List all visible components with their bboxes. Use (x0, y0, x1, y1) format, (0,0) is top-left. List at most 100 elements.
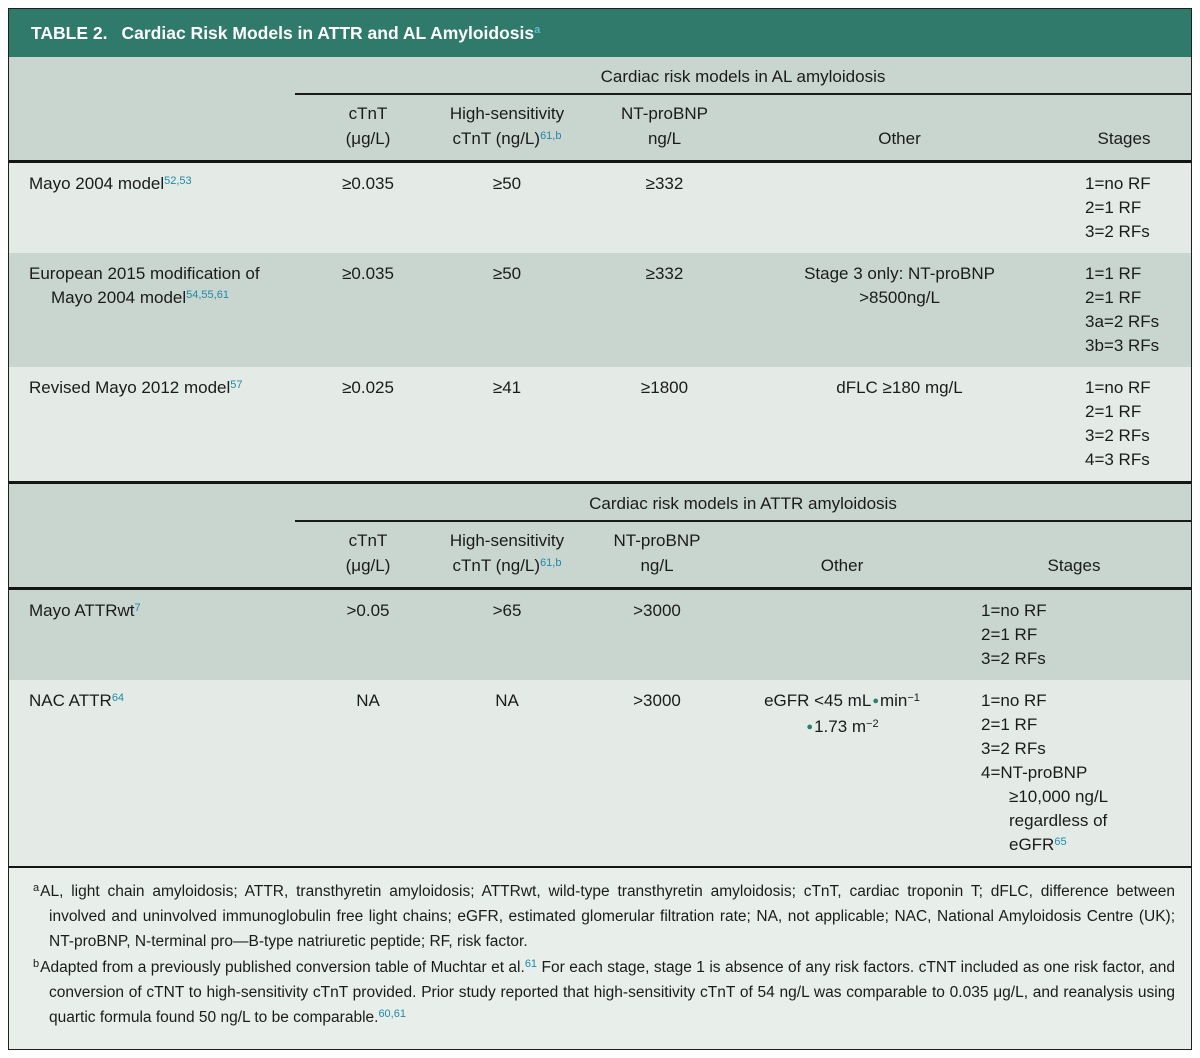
heavy-rule (9, 481, 1191, 484)
table-title: Cardiac Risk Models in ATTR and AL Amylo… (121, 23, 535, 43)
reference-superscript: 57 (230, 379, 243, 391)
ctnt-cell: NA (356, 691, 380, 710)
hs-ctnt-cell: >65 (492, 601, 522, 620)
ctnt-cell: ≥0.035 (342, 264, 394, 283)
heavy-rule (9, 866, 1191, 868)
stage-line: 2=1 RF (981, 625, 1038, 644)
hs-ctnt-cell: NA (495, 691, 519, 710)
reference-superscript: 61,b (540, 557, 562, 569)
col-header-stages: Stages (1047, 556, 1101, 575)
section-al: Cardiac risk models in AL amyloidosis cT… (9, 57, 1191, 481)
section-attr: Cardiac risk models in ATTR amyloidosis … (9, 484, 1191, 866)
table-number: TABLE 2. (31, 23, 108, 43)
stage-line: ≥10,000 ng/L (1009, 787, 1109, 806)
caption-spacer (9, 494, 295, 522)
col-header-ntprobnp: NT-proBNP ng/L (613, 531, 701, 575)
dot-operator-icon: ● (872, 695, 879, 707)
exponent: −1 (907, 692, 920, 704)
stage-line: regardless of (1009, 811, 1108, 830)
table-row-nac-attr: NAC ATTR64 NA NA >3000 eGFR <45 mL●min−1… (9, 680, 1191, 866)
ntprobnp-cell: ≥332 (645, 174, 684, 193)
reference-superscript: 61 (524, 958, 538, 970)
reference-superscript: 7 (134, 602, 141, 614)
other-cell: dFLC ≥180 mg/L (836, 378, 963, 397)
stage-line: 2=1 RF (981, 715, 1038, 734)
stage-line: 3=2 RFs (1085, 426, 1150, 445)
stages-cell: 1=no RF 2=1 RF 3=2 RFs 4=NT-proBNP ≥10,0… (957, 689, 1191, 857)
other-cell (742, 172, 1057, 244)
caption-spacer (9, 67, 295, 95)
hs-ctnt-cell: ≥41 (492, 378, 522, 397)
col-header-other: Other (878, 129, 921, 148)
stage-line: 3=2 RFs (981, 739, 1046, 758)
reference-superscript: 54,55,61 (186, 289, 229, 301)
table-row-mayo-attrwt: Mayo ATTRwt7 >0.05 >65 >3000 1=no RF 2=1… (9, 590, 1191, 680)
ntprobnp-cell: >3000 (633, 691, 681, 710)
stage-line: 3a=2 RFs (1085, 312, 1160, 331)
stages-cell: 1=no RF 2=1 RF 3=2 RFs 4=3 RFs (1057, 376, 1191, 472)
table-title-bar: TABLE 2. Cardiac Risk Models in ATTR and … (9, 9, 1191, 57)
col-header-stages: Stages (1097, 129, 1151, 148)
heavy-rule (9, 587, 1191, 590)
reference-superscript: 61,b (540, 130, 562, 142)
col-header-ntprobnp: NT-proBNP ng/L (621, 104, 708, 148)
col-header-hs-ctnt: High-sensitivity cTnT (ng/L)61,b (449, 531, 565, 575)
table-row-mayo-2004: Mayo 2004 model52,53 ≥0.035 ≥50 ≥332 1=n… (9, 163, 1191, 253)
col-header-ctnt: cTnT (μg/L) (345, 531, 391, 575)
dot-operator-icon: ● (806, 721, 814, 733)
section-caption-al: Cardiac risk models in AL amyloidosis (295, 67, 1191, 95)
reference-superscript: 64 (111, 692, 125, 704)
stage-line: 2=1 RF (1085, 402, 1142, 421)
other-cell: Stage 3 only: NT-proBNP >8500ng/L (804, 264, 995, 307)
stage-line: 1=no RF (981, 691, 1047, 710)
column-header-row-al: cTnT (μg/L) High-sensitivity cTnT (ng/L)… (9, 95, 1191, 160)
hs-ctnt-cell: ≥50 (492, 264, 522, 283)
heavy-rule (9, 160, 1191, 163)
section-caption-attr: Cardiac risk models in ATTR amyloidosis (295, 494, 1191, 522)
stage-line: 1=1 RF (1085, 264, 1142, 283)
stages-cell: 1=1 RF 2=1 RF 3a=2 RFs 3b=3 RFs (1057, 262, 1191, 358)
stages-cell: 1=no RF 2=1 RF 3=2 RFs (1057, 172, 1191, 244)
model-name-cell: Mayo 2004 model52,53 (29, 174, 192, 193)
stage-line: 4=NT-proBNP (981, 763, 1088, 782)
ntprobnp-cell: ≥332 (645, 264, 684, 283)
footnote-a: aAL, light chain amyloidosis; ATTR, tran… (33, 882, 1175, 951)
other-cell: eGFR <45 mL●min−1 ●1.73 m−2 (764, 691, 920, 736)
stage-line: 3=2 RFs (1085, 222, 1150, 241)
stage-line: 1=no RF (1085, 378, 1151, 397)
table-figure: TABLE 2. Cardiac Risk Models in ATTR and … (8, 8, 1192, 1050)
table-row-european-2015: European 2015 modification of Mayo 2004 … (9, 253, 1191, 367)
stage-line: 3b=3 RFs (1085, 336, 1160, 355)
reference-superscript: 65 (1054, 836, 1067, 848)
stage-line: 4=3 RFs (1085, 450, 1150, 469)
footnotes: aAL, light chain amyloidosis; ATTR, tran… (9, 868, 1191, 1049)
exponent: −2 (866, 718, 879, 730)
stage-line: eGFR65 (1009, 835, 1067, 854)
stage-line: 2=1 RF (1085, 198, 1142, 217)
stage-line: 1=no RF (1085, 174, 1151, 193)
col-header-ctnt: cTnT (μg/L) (345, 104, 391, 148)
model-name-cell: Revised Mayo 2012 model57 (29, 378, 243, 397)
table-title-footnote-ref: a (534, 24, 541, 36)
col-header-other: Other (820, 556, 864, 575)
stages-cell: 1=no RF 2=1 RF 3=2 RFs (957, 599, 1191, 671)
ntprobnp-cell: >3000 (633, 601, 681, 620)
footnote-marker: b (33, 958, 40, 970)
ctnt-cell: >0.05 (346, 601, 390, 620)
ctnt-cell: ≥0.035 (342, 174, 394, 193)
col-header-hs-ctnt: High-sensitivity cTnT (ng/L)61,b (449, 104, 565, 148)
hs-ctnt-cell: ≥50 (492, 174, 522, 193)
reference-superscript: 52,53 (164, 175, 192, 187)
model-name-cell: NAC ATTR64 (29, 691, 125, 710)
model-name-cell: Mayo ATTRwt7 (29, 601, 141, 620)
section-caption-row-attr: Cardiac risk models in ATTR amyloidosis (9, 484, 1191, 522)
stage-line: 2=1 RF (1085, 288, 1142, 307)
stage-line: 1=no RF (981, 601, 1047, 620)
section-caption-row-al: Cardiac risk models in AL amyloidosis (9, 57, 1191, 95)
table-row-revised-mayo-2012: Revised Mayo 2012 model57 ≥0.025 ≥41 ≥18… (9, 367, 1191, 481)
reference-superscript: 60,61 (378, 1008, 406, 1020)
footnote-marker: a (33, 882, 40, 894)
stage-line: 3=2 RFs (981, 649, 1046, 668)
model-name-cell: European 2015 modification of Mayo 2004 … (29, 264, 260, 307)
ctnt-cell: ≥0.025 (342, 378, 394, 397)
